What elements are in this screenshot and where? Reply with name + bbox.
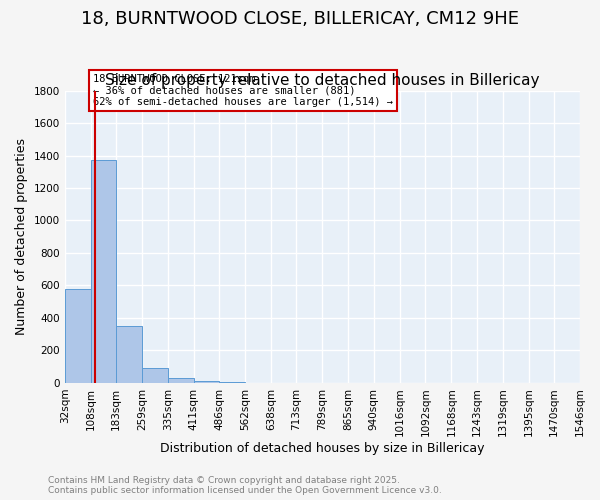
X-axis label: Distribution of detached houses by size in Billericay: Distribution of detached houses by size … xyxy=(160,442,485,455)
Bar xyxy=(142,368,168,383)
Text: 18 BURNTWOOD CLOSE: 121sqm
← 36% of detached houses are smaller (881)
62% of sem: 18 BURNTWOOD CLOSE: 121sqm ← 36% of deta… xyxy=(93,74,393,107)
Bar xyxy=(168,378,194,383)
Text: 18, BURNTWOOD CLOSE, BILLERICAY, CM12 9HE: 18, BURNTWOOD CLOSE, BILLERICAY, CM12 9H… xyxy=(81,10,519,28)
Bar xyxy=(219,382,245,383)
Text: Contains HM Land Registry data © Crown copyright and database right 2025.
Contai: Contains HM Land Registry data © Crown c… xyxy=(48,476,442,495)
Bar xyxy=(65,288,91,383)
Bar xyxy=(194,381,219,383)
Title: Size of property relative to detached houses in Billericay: Size of property relative to detached ho… xyxy=(105,73,539,88)
Y-axis label: Number of detached properties: Number of detached properties xyxy=(15,138,28,335)
Bar xyxy=(91,160,116,383)
Bar xyxy=(116,326,142,383)
